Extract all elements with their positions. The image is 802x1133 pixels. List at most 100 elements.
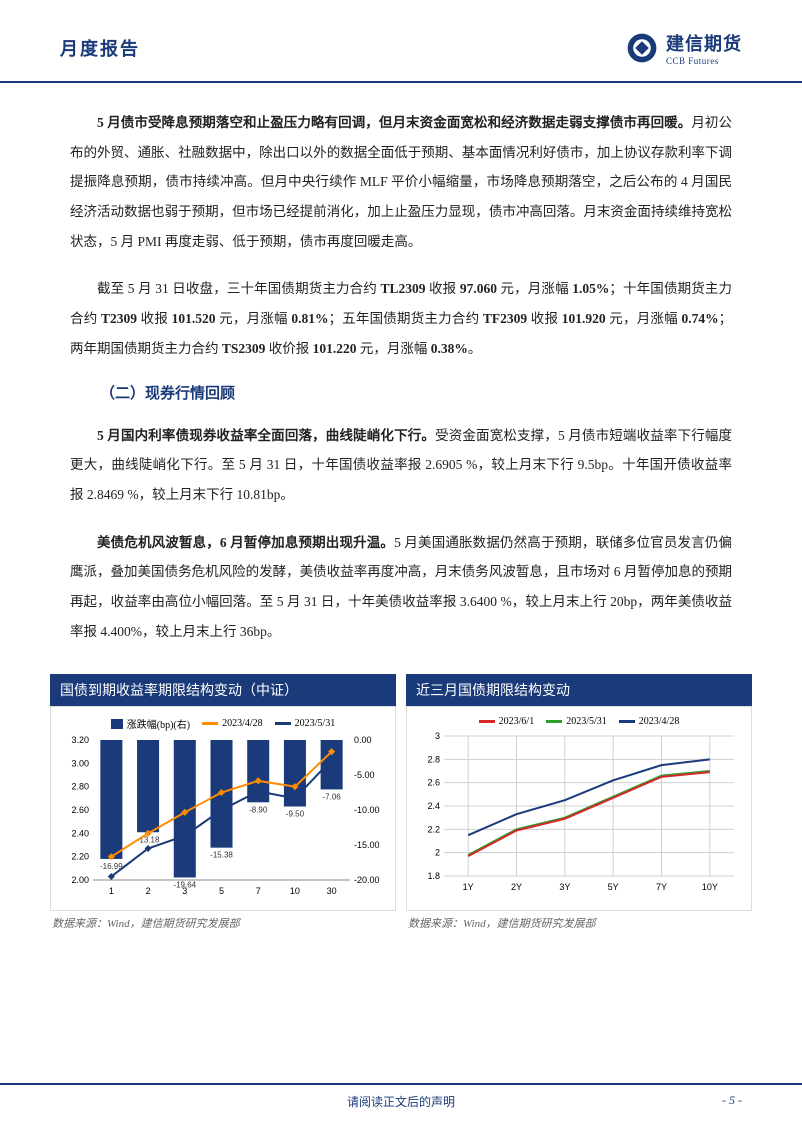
chart2-legend-2: 2023/4/28 [619, 716, 680, 727]
paragraph-4: 美债危机风波暂息，6 月暂停加息预期出现升温。5 月美国通胀数据仍然高于预期，联… [70, 528, 732, 647]
p2-b11: 101.220 [313, 341, 357, 356]
svg-text:2Y: 2Y [511, 882, 522, 892]
chart1-title: 国债到期收益率期限结构变动（中证） [50, 674, 396, 706]
section-2-title: （二）现券行情回顾 [70, 382, 732, 403]
svg-text:-10.00: -10.00 [354, 805, 380, 815]
svg-text:1.8: 1.8 [427, 871, 440, 881]
p2-l: 收价报 [265, 341, 312, 356]
footer-page-number: - 5 - [722, 1093, 742, 1108]
chart1-body: 涨跌幅(bp)(右) 2023/4/28 2023/5/31 2.002.202… [50, 706, 396, 911]
paragraph-2: 截至 5 月 31 日收盘，三十年国债期货主力合约 TL2309 收报 97.0… [70, 274, 732, 363]
chart1-legend-1-label: 2023/4/28 [222, 718, 263, 729]
svg-text:2.80: 2.80 [71, 782, 89, 792]
company-logo: 建信期货 CCB Futures [626, 30, 742, 66]
main-content: 5 月债市受降息预期落空和止盈压力略有回调，但月末资金面宽松和经济数据走弱支撑债… [0, 83, 802, 674]
svg-text:0.00: 0.00 [354, 735, 372, 745]
svg-text:2.60: 2.60 [71, 805, 89, 815]
p2-b10: TS2309 [222, 341, 266, 356]
ccb-logo-icon [626, 32, 658, 64]
svg-text:1: 1 [109, 886, 114, 896]
para1-bold: 5 月债市受降息预期落空和止盈压力略有回调，但月末资金面宽松和经济数据走弱支撑债… [97, 115, 691, 130]
svg-text:3.00: 3.00 [71, 759, 89, 769]
chart2-body: 2023/6/1 2023/5/31 2023/4/28 1.8 2 2.2 2.4 2… [406, 706, 752, 911]
chart2-source: 数据来源：Wind，建信期货研究发展部 [406, 911, 752, 935]
p2-m: 元，月涨幅 [357, 341, 431, 356]
p2-b7: TF2309 [483, 311, 527, 326]
p2-c: 收报 [426, 281, 460, 296]
p2-b2: 97.060 [460, 281, 497, 296]
chart1-legend-0-label: 涨跌幅(bp)(右) [127, 716, 190, 731]
svg-text:-7.06: -7.06 [323, 793, 342, 802]
p2-b4: T2309 [101, 311, 137, 326]
footer-disclaimer: 请阅读正文后的声明 [347, 1093, 455, 1110]
svg-text:3: 3 [182, 886, 187, 896]
chart1-legend-bar: 涨跌幅(bp)(右) [111, 716, 190, 731]
chart1-source: 数据来源：Wind，建信期货研究发展部 [50, 911, 396, 935]
p2-h: ；五年国债期货主力合约 [328, 311, 482, 326]
chart1-legend-2-label: 2023/5/31 [295, 718, 336, 729]
para4-text: 5 月美国通胀数据仍然高于预期，联储多位官员发言仍偏鹰派，叠加美国债务危机风险的… [70, 535, 732, 639]
chart2-legend: 2023/6/1 2023/5/31 2023/4/28 [412, 712, 746, 731]
logo-text-block: 建信期货 CCB Futures [666, 30, 742, 66]
svg-text:2: 2 [435, 848, 440, 858]
svg-text:5: 5 [219, 886, 224, 896]
p2-n: 。 [468, 341, 482, 356]
legend-line1-swatch [202, 722, 218, 725]
p2-a: 截至 5 月 31 日收盘，三十年国债期货主力合约 [97, 281, 380, 296]
logo-en-text: CCB Futures [666, 56, 742, 66]
p2-g: 元，月涨幅 [216, 311, 292, 326]
svg-text:2.00: 2.00 [71, 875, 89, 885]
para4-bold: 美债危机风波暂息，6 月暂停加息预期出现升温。 [97, 535, 394, 550]
chart2-legend-1: 2023/5/31 [546, 716, 607, 727]
svg-text:-15.00: -15.00 [354, 840, 380, 850]
legend-line2-swatch [275, 722, 291, 725]
charts-container: 国债到期收益率期限结构变动（中证） 涨跌幅(bp)(右) 2023/4/28 2… [0, 674, 802, 935]
p2-f: 收报 [137, 311, 172, 326]
svg-text:-8.90: -8.90 [249, 806, 268, 815]
p2-b8: 101.920 [562, 311, 606, 326]
svg-text:3.20: 3.20 [71, 735, 89, 745]
para1-text: 月初公布的外贸、通胀、社融数据中，除出口以外的数据全面低于预期、基本面情况利好债… [70, 115, 732, 249]
p2-b9: 0.74% [681, 311, 718, 326]
p2-d: 元，月涨幅 [497, 281, 572, 296]
svg-text:7Y: 7Y [656, 882, 667, 892]
chart1-legend: 涨跌幅(bp)(右) 2023/4/28 2023/5/31 [56, 712, 390, 735]
paragraph-1: 5 月债市受降息预期落空和止盈压力略有回调，但月末资金面宽松和经济数据走弱支撑债… [70, 108, 732, 256]
report-type-title: 月度报告 [60, 35, 140, 61]
p2-b3: 1.05% [572, 281, 609, 296]
paragraph-3: 5 月国内利率债现券收益率全面回落，曲线陡峭化下行。受资金面宽松支撑，5 月债市… [70, 421, 732, 510]
svg-text:-9.50: -9.50 [286, 810, 305, 819]
svg-text:2.2: 2.2 [427, 825, 440, 835]
svg-text:-5.00: -5.00 [354, 770, 375, 780]
chart1-legend-line2: 2023/5/31 [275, 716, 336, 731]
svg-text:2.20: 2.20 [71, 852, 89, 862]
p2-b12: 0.38% [431, 341, 468, 356]
p2-b5: 101.520 [172, 311, 216, 326]
chart1-svg: 2.00 2.20 2.40 2.60 2.80 3.00 3.20 -20.00 -15.00… [56, 735, 390, 900]
page-footer: 请阅读正文后的声明 - 5 - [0, 1083, 802, 1108]
page-header: 月度报告 建信期货 CCB Futures [0, 0, 802, 83]
chart1-block: 国债到期收益率期限结构变动（中证） 涨跌幅(bp)(右) 2023/4/28 2… [50, 674, 396, 935]
svg-text:30: 30 [327, 886, 337, 896]
legend-bar-swatch [111, 719, 123, 729]
chart2-legend-2-label: 2023/4/28 [639, 716, 680, 727]
para3-bold: 5 月国内利率债现券收益率全面回落，曲线陡峭化下行。 [97, 428, 435, 443]
svg-text:-13.18: -13.18 [137, 836, 160, 845]
legend-swatch-1 [546, 720, 562, 723]
chart2-block: 近三月国债期限结构变动 2023/6/1 2023/5/31 2023/4/28… [406, 674, 752, 935]
svg-text:-20.00: -20.00 [354, 875, 380, 885]
chart2-legend-1-label: 2023/5/31 [566, 716, 607, 727]
svg-text:1Y: 1Y [463, 882, 474, 892]
svg-text:10: 10 [290, 886, 300, 896]
chart2-title: 近三月国债期限结构变动 [406, 674, 752, 706]
svg-text:2.4: 2.4 [427, 801, 440, 811]
svg-text:10Y: 10Y [702, 882, 718, 892]
svg-text:5Y: 5Y [608, 882, 619, 892]
chart2-legend-0: 2023/6/1 [479, 716, 535, 727]
svg-text:3Y: 3Y [559, 882, 570, 892]
svg-text:2: 2 [146, 886, 151, 896]
svg-text:2.40: 2.40 [71, 829, 89, 839]
svg-text:-15.38: -15.38 [210, 851, 233, 860]
legend-swatch-0 [479, 720, 495, 723]
p2-j: 元，月涨幅 [606, 311, 682, 326]
